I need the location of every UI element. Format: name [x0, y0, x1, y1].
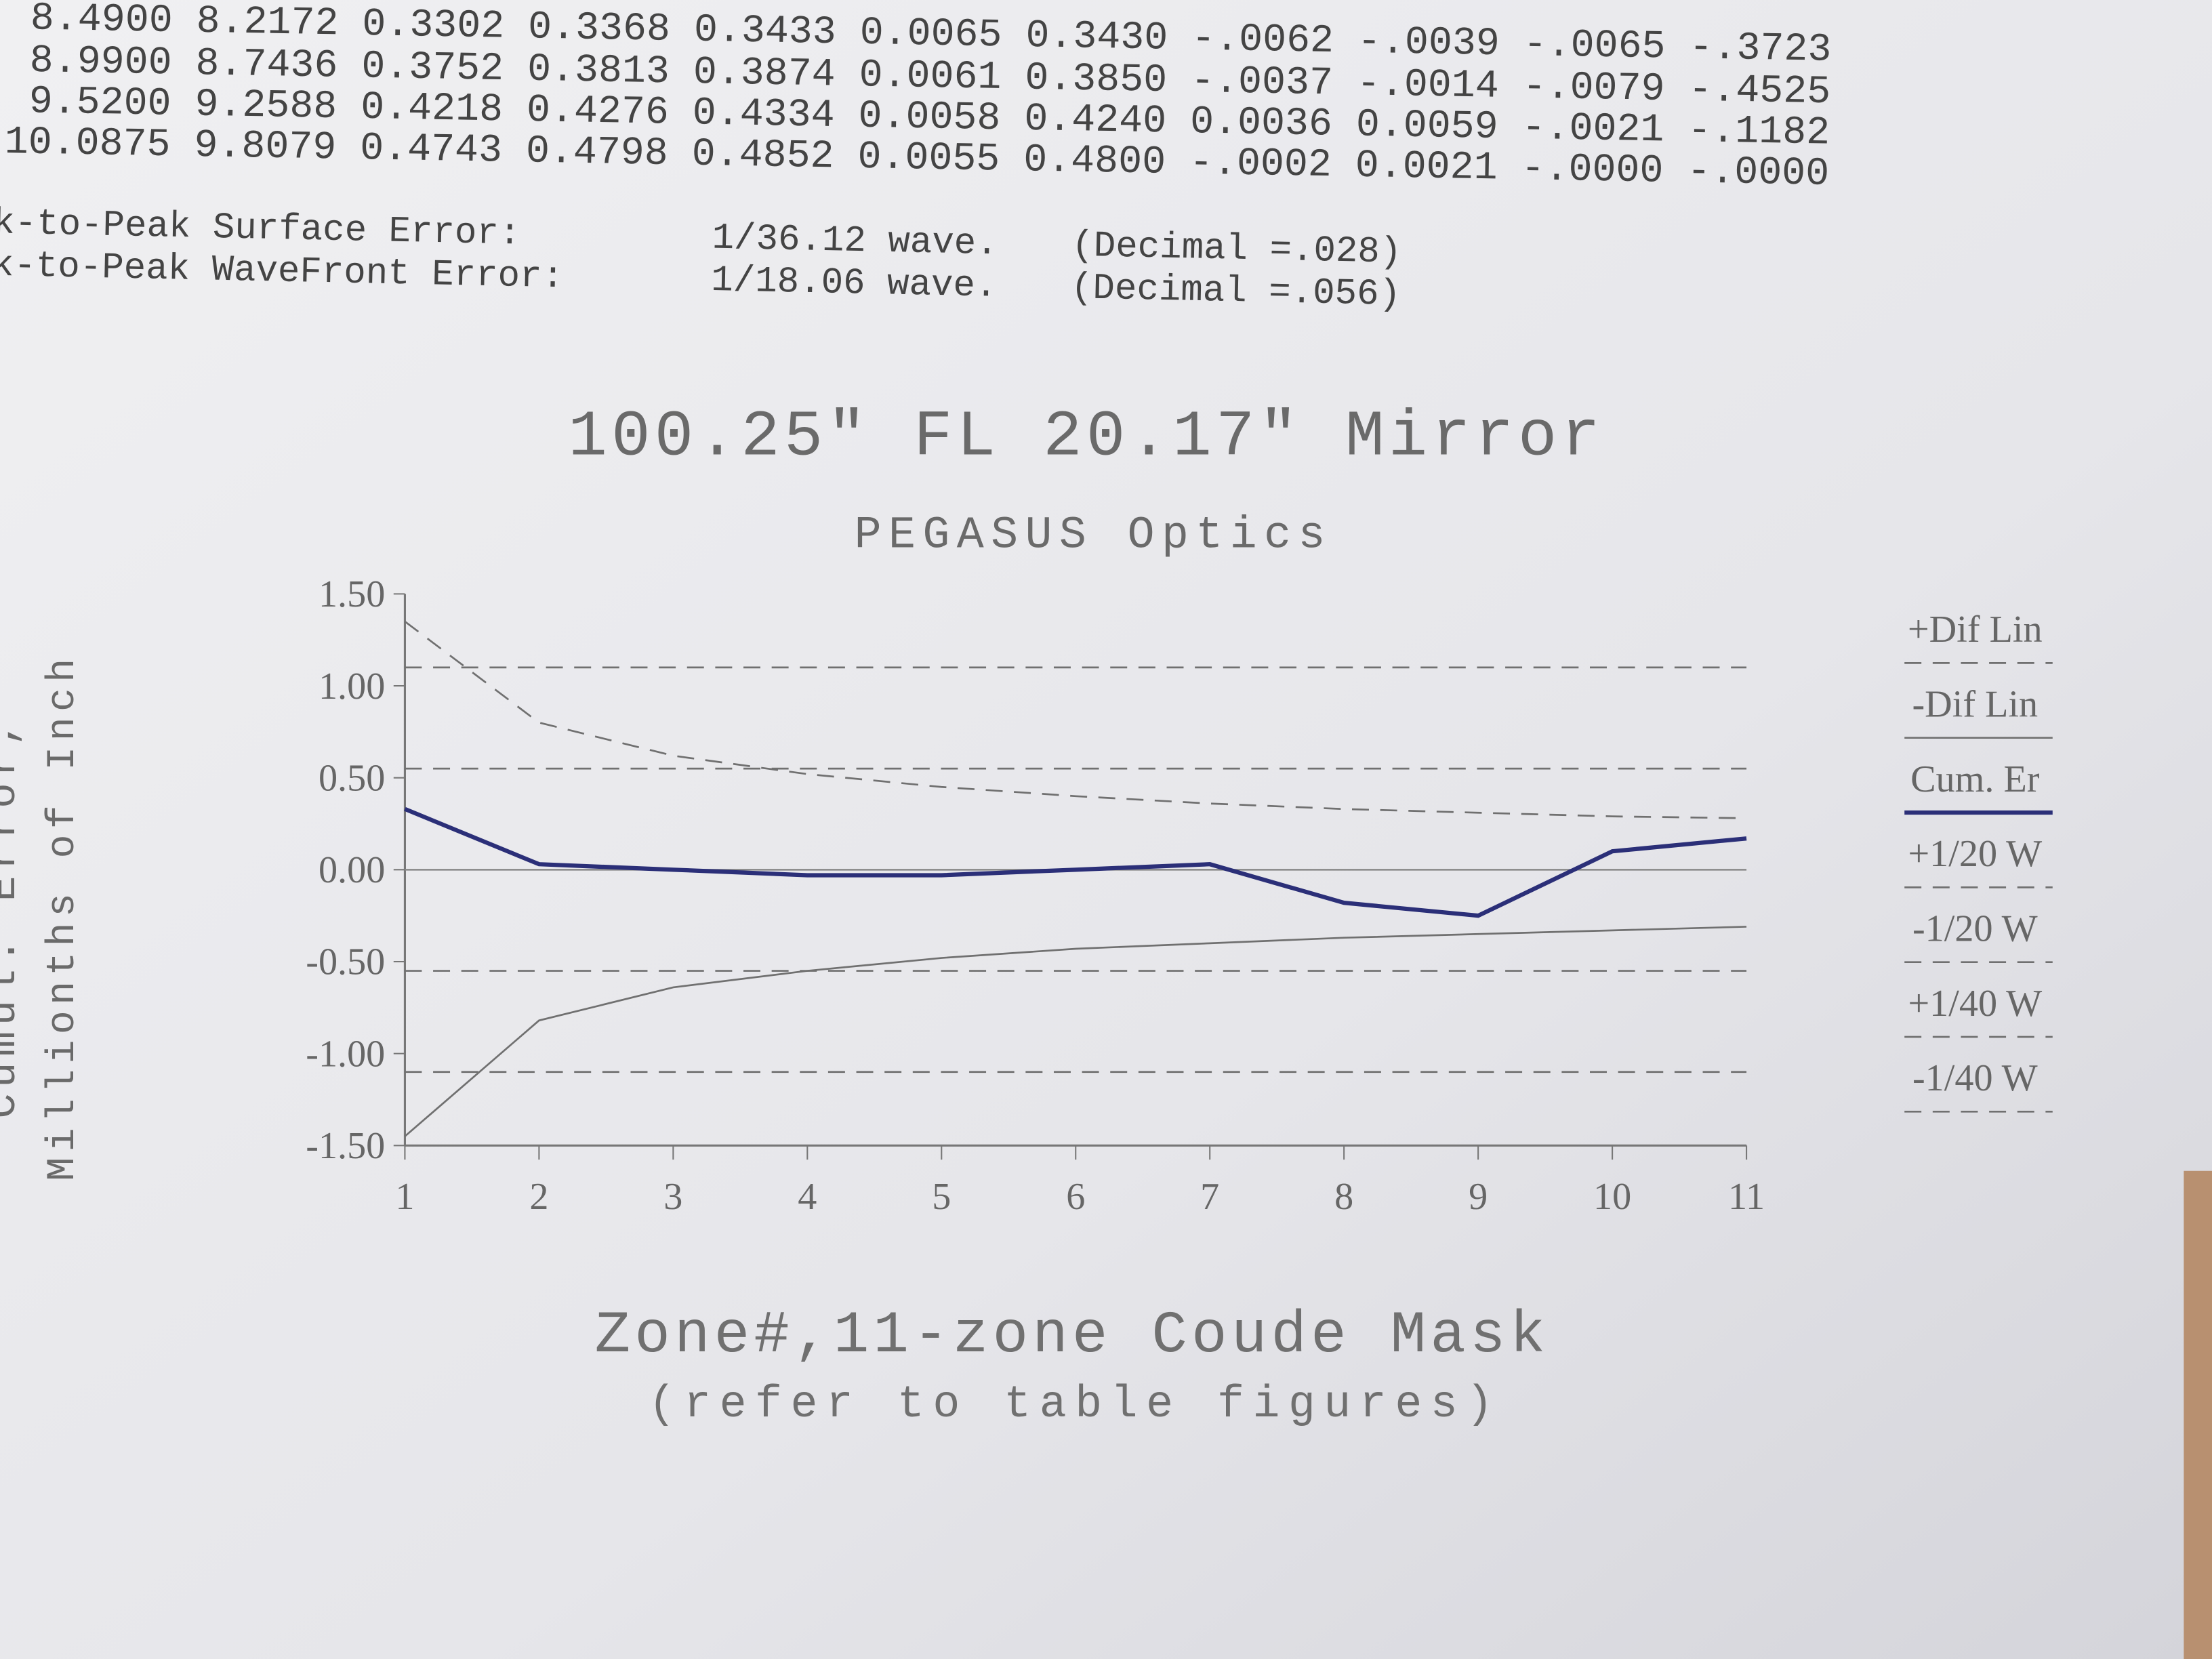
table-cell: 0.0058: [858, 94, 1001, 142]
y-axis-label: Millionths of Inch: [40, 653, 85, 1181]
legend-label: +Dif Lin: [1908, 609, 2043, 651]
table-cell: 0.4743: [360, 125, 503, 173]
table-cell: 9.2588: [194, 81, 337, 129]
table-cell: 0.0061: [859, 52, 1002, 100]
x-axis-label: Zone#,11-zone Coude Mask: [595, 1303, 1550, 1370]
x-tick-label: 4: [798, 1176, 817, 1218]
table-cell: 0.4240: [1024, 96, 1167, 144]
table-cell: 0.3874: [693, 49, 836, 98]
table-cell: -.0079: [1522, 64, 1665, 112]
x-tick-label: 11: [1728, 1176, 1765, 1218]
table-cell: 0.4276: [526, 87, 669, 136]
table-cell: 0.4800: [1023, 137, 1166, 185]
plot: 1.50 1.00 0.50 0.00 -0.50 -1.00 -1.501 2 3 4 5 6 7 8 9…: [306, 573, 2053, 1218]
table-cell: -.0000: [1687, 148, 1830, 197]
y-tick-label: -1.50: [306, 1125, 385, 1167]
table-cell: 0.4218: [361, 85, 504, 133]
table-cell: 9.5200: [28, 79, 171, 127]
legend-label: +1/40 W: [1908, 983, 2042, 1025]
table-cell: 0.3813: [527, 47, 670, 95]
table-cell: 0.4852: [691, 131, 834, 180]
x-tick-label: 10: [1593, 1176, 1631, 1218]
series-line: [404, 806, 1747, 918]
x-tick-label: 6: [1066, 1176, 1085, 1218]
y-axis-label: Cumul. Error,: [0, 715, 27, 1118]
table-cell: 8.7436: [195, 41, 338, 89]
series-line: [404, 926, 1747, 1137]
table-cell: 10.0875: [4, 119, 171, 167]
y-tick-label: 0.00: [319, 849, 385, 891]
table-cell: -.0014: [1356, 61, 1499, 109]
legend-label: -1/40 W: [1912, 1057, 2038, 1099]
table-cell: -.0037: [1191, 58, 1334, 106]
chart-note: (refer to table figures): [649, 1380, 1502, 1431]
y-tick-label: -1.00: [306, 1033, 385, 1075]
legend-label: Cum. Er: [1910, 758, 2040, 800]
table-cell: -.1182: [1687, 108, 1830, 156]
error-summary: k-to-Peak Surface Error: 1/36.12 wave. (De…: [0, 203, 1402, 316]
x-tick-label: 9: [1469, 1176, 1488, 1218]
table-cell: -.0062: [1191, 16, 1334, 64]
series-line: [404, 620, 1747, 819]
table-cell: 0.3752: [361, 43, 504, 91]
x-tick-label: 2: [529, 1176, 548, 1218]
y-tick-label: 1.00: [319, 665, 385, 708]
table-cell: -.3723: [1689, 24, 1832, 73]
table-cell: 0.0059: [1355, 102, 1498, 150]
table-cell: 8.2172: [196, 0, 339, 46]
table-cell: -.0021: [1521, 105, 1664, 153]
table-cell: 0.4798: [525, 128, 668, 176]
y-tick-label: 0.50: [319, 757, 385, 799]
table-cell: 0.3302: [362, 1, 505, 49]
table-cell: -.0000: [1521, 146, 1664, 194]
x-tick-label: 5: [932, 1176, 951, 1218]
table-cell: 8.9900: [29, 38, 172, 86]
x-tick-label: 3: [663, 1176, 682, 1218]
error-text: 1/36.12 wave.: [712, 218, 998, 265]
legend-label: -1/20 W: [1912, 907, 2038, 949]
x-tick-label: 1: [395, 1176, 414, 1218]
table-cell: 0.3430: [1025, 13, 1168, 61]
table-cell: -.0065: [1523, 22, 1666, 70]
table-cell: 0.3368: [528, 4, 671, 52]
table-cell: 0.0065: [859, 10, 1002, 58]
table-cell: 0.3433: [693, 7, 836, 56]
y-tick-label: 1.50: [319, 573, 385, 615]
table-cell: 0.0055: [857, 134, 1000, 182]
table-cell: 0.0021: [1355, 143, 1498, 191]
table-cell: 9.8079: [194, 123, 337, 171]
table-cell: 0.3850: [1025, 55, 1168, 103]
x-tick-label: 8: [1334, 1176, 1353, 1218]
error-text: 1/18.06 wave.: [711, 260, 998, 308]
x-tick-label: 7: [1200, 1176, 1219, 1218]
table-cell: -.0039: [1357, 19, 1500, 67]
table: 8.4900 8.2172 0.3302 0.3368 0.3433 0.0065 0.34…: [4, 0, 1832, 197]
table-cell: 0.0036: [1190, 99, 1333, 147]
table-cell: 8.4900: [30, 0, 173, 43]
table-cell: -.4525: [1688, 67, 1831, 115]
legend-label: +1/20 W: [1908, 833, 2042, 875]
table-cell: -.0002: [1189, 140, 1332, 188]
error-text: (Decimal =.056): [1070, 268, 1401, 316]
y-tick-label: -0.50: [306, 941, 385, 983]
background-edge: [2184, 1170, 2212, 1659]
chart-subtitle: PEGASUS Optics: [855, 511, 1332, 562]
chart-title: 100.25" FL 20.17" Mirror: [568, 400, 1604, 474]
table-cell: 0.4334: [692, 90, 835, 138]
error-text: (Decimal =.028): [1071, 226, 1402, 274]
legend-label: -Dif Lin: [1912, 683, 2038, 725]
